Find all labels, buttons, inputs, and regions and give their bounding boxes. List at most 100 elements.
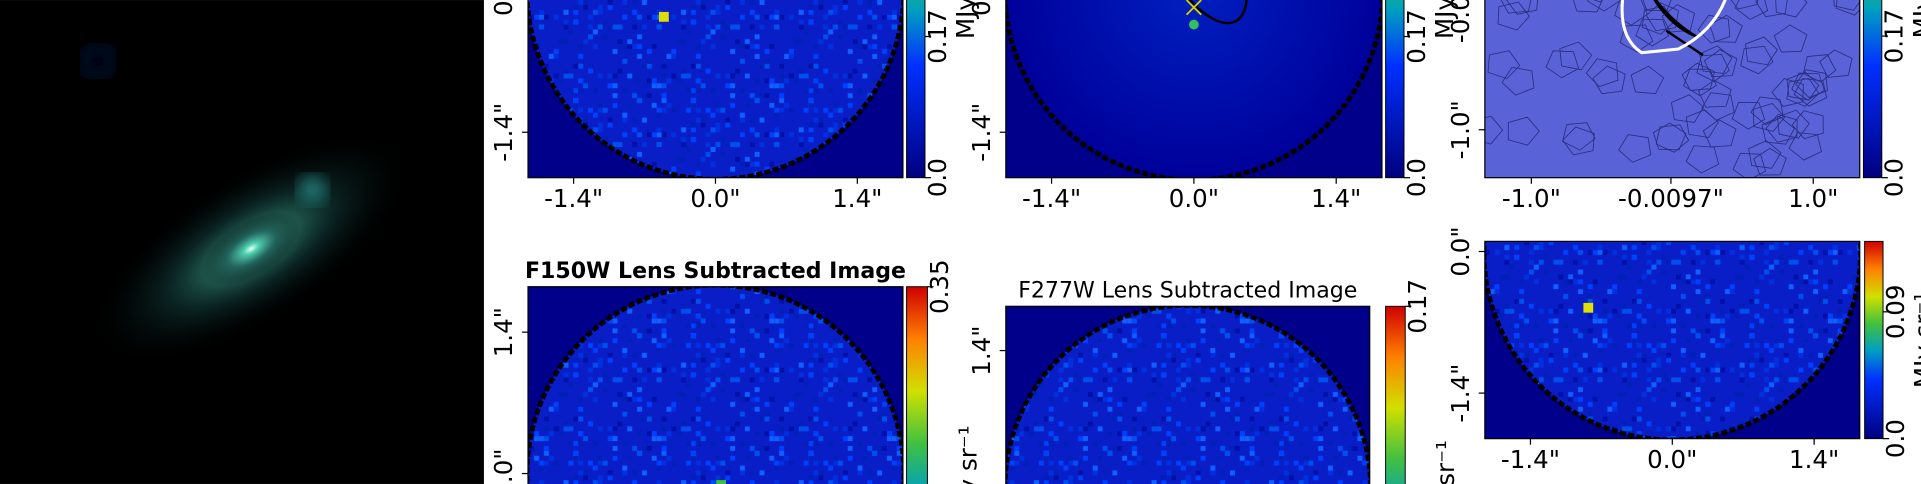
- image-disc: [528, 286, 903, 484]
- hot-pixel: [658, 11, 669, 22]
- voronoi-cell: [1752, 102, 1786, 132]
- image-disc: [1484, 241, 1860, 439]
- voronoi-cell: [1786, 71, 1820, 101]
- voronoi-cell: [1562, 122, 1596, 151]
- voronoi-cell: [1683, 68, 1717, 97]
- voronoi-cell: [1587, 0, 1621, 12]
- y-tick-label: 0.0": [1446, 226, 1475, 276]
- voronoi-cell: [1572, 0, 1603, 13]
- ring: [80, 44, 116, 79]
- voronoi-cell: [1661, 4, 1696, 33]
- colorbar-tick-label: 0.0: [1880, 158, 1909, 197]
- voronoi-cell: [1748, 140, 1782, 169]
- y-tick-label: -1.4": [967, 103, 996, 162]
- voronoi-cell: [1788, 132, 1822, 161]
- image-area: [1005, 0, 1382, 178]
- colorbar-tick-label: 0.17: [1403, 279, 1432, 334]
- x-tick-label: 1.0": [1788, 184, 1838, 213]
- y-tick-label: -0.0097": [1446, 0, 1475, 43]
- voronoi-cell: [1619, 24, 1654, 53]
- y-tick-label: -1.4": [489, 103, 518, 162]
- hot-pixel: [1583, 302, 1594, 313]
- voronoi-cell: [1709, 14, 1743, 43]
- colorbar-tick-label: 0.0: [1402, 158, 1431, 197]
- voronoi-cell: [1642, 0, 1672, 11]
- voronoi-cell: [1630, 65, 1665, 95]
- voronoi-cell: [1507, 116, 1540, 146]
- panel-title: F150W Lens Subtracted Image: [525, 259, 906, 284]
- panel-title: F277W Lens Subtracted Image: [1018, 279, 1357, 304]
- axes-frame: [1484, 0, 1861, 179]
- image-disc: [1005, 306, 1370, 484]
- voronoi-cell: [1501, 66, 1535, 96]
- voronoi-cell: [1835, 0, 1860, 16]
- voronoi-cell: [1793, 78, 1828, 107]
- voronoi-cell: [1593, 0, 1603, 3]
- voronoi-cell: [1635, 18, 1670, 47]
- voronoi-cell: [1506, 0, 1538, 15]
- image-area: [1484, 212, 1860, 439]
- colorbar-tick-label: 0.09: [1881, 285, 1910, 340]
- source-spot: [1188, 19, 1199, 30]
- colorbar-tick-label: 0.17: [1402, 9, 1431, 64]
- colorbar-tick-label: 0.17: [1880, 9, 1909, 64]
- voronoi-cell: [1833, 0, 1860, 11]
- galaxy-image: [0, 0, 484, 484]
- colorbar-label: MJy sr⁻¹: [953, 425, 982, 484]
- image-disc: [528, 0, 903, 178]
- voronoi-cell: [1791, 72, 1825, 101]
- hot-pixel: [1599, 212, 1609, 222]
- colorbar: [906, 286, 928, 484]
- image-area: [528, 286, 903, 484]
- x-tick-label: 0.0": [690, 184, 740, 213]
- axes-frame: [1005, 305, 1371, 484]
- voronoi-cell: [1685, 145, 1720, 174]
- voronoi-cell: [1765, 113, 1798, 143]
- y-tick-label: 0.0": [489, 448, 518, 484]
- voronoi-cell: [1744, 36, 1778, 66]
- voronoi-cell: [1562, 126, 1595, 156]
- colorbar-label: MJy sr⁻¹: [1908, 0, 1921, 38]
- panel: -1.4" 0.0" 1.4" -1.4" 0.0" 0.0 0.17MJy sr⁻¹: [489, 0, 980, 213]
- voronoi-cell: [1753, 147, 1787, 176]
- voronoi-cell: [1487, 50, 1521, 80]
- x-tick-label: -1.0": [1502, 184, 1561, 213]
- panel: 1.4" F277W Lens Subtracted Image 0.17 MJy s…: [967, 279, 1460, 484]
- voronoi-cell: [1681, 62, 1716, 91]
- panel: -1.0" -0.0097" 1.0" -1.0" -0.0097" 0.0 0.17MJy…: [1446, 0, 1921, 213]
- x-tick-label: -1.4": [544, 184, 603, 213]
- image-area: [528, 0, 903, 178]
- panel: 1.4" 0.0" F150W Lens Subtracted Image 0.35 M…: [489, 259, 982, 484]
- x-tick-label: 1.4": [1311, 184, 1361, 213]
- x-tick-label: 0.0": [1169, 184, 1219, 213]
- voronoi-cell: [1740, 45, 1774, 75]
- image-area: [1484, 0, 1860, 178]
- y-tick-label: 0.0": [967, 0, 996, 16]
- voronoi-cell: [1732, 152, 1767, 178]
- colorbar-tick-label: 0.17: [923, 9, 952, 64]
- voronoi-cell: [1559, 41, 1593, 71]
- y-tick-label: -1.0": [1446, 100, 1475, 159]
- voronoi-cell: [1802, 54, 1837, 83]
- x-tick-label: 0.0": [1647, 445, 1697, 474]
- lens-ellipse: [1152, 0, 1249, 25]
- panel: -1.4" 0.0" 1.4" -1.4" 0.0" 0.0 0.17MJy sr⁻¹: [967, 0, 1459, 213]
- y-tick-label: 0.0": [489, 0, 518, 16]
- voronoi-cell: [1771, 78, 1804, 107]
- centre-cross: [1185, 0, 1202, 16]
- voronoi-cell: [1618, 134, 1652, 163]
- x-tick-label: -0.0097": [1618, 184, 1724, 213]
- voronoi-cell: [1761, 116, 1795, 145]
- voronoi-cell: [1773, 24, 1808, 53]
- colorbar: [1862, 0, 1883, 179]
- voronoi-cell: [1734, 0, 1769, 20]
- voronoi-cell: [1819, 49, 1853, 78]
- colorbar-label: MJy sr⁻¹: [1430, 0, 1459, 39]
- x-tick-label: -1.4": [1022, 184, 1081, 213]
- x-tick-label: -1.4": [1501, 445, 1560, 474]
- galaxy-core: [202, 211, 301, 286]
- voronoi-cell: [1655, 124, 1690, 153]
- voronoi-cell: [1645, 2, 1679, 32]
- companion: [297, 175, 328, 205]
- voronoi-cell: [1791, 110, 1824, 140]
